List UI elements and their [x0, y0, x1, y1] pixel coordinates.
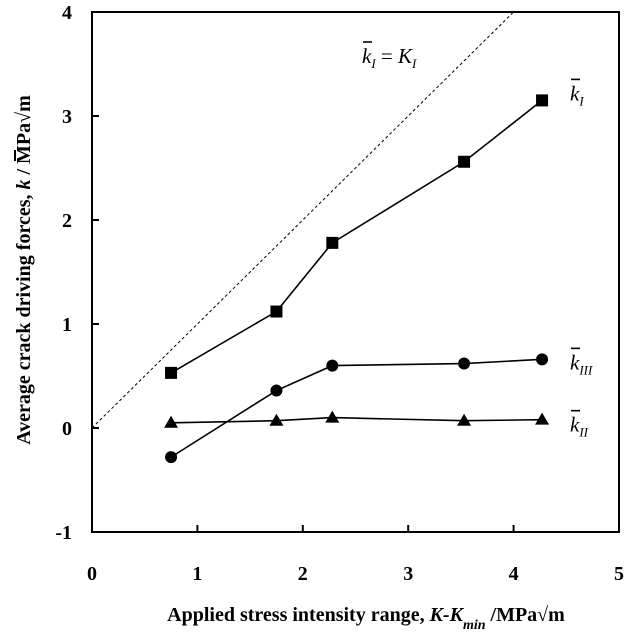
x-tick-label: 5 [614, 563, 624, 585]
data-point-k-ii [164, 415, 179, 428]
series-label-k-ii-var: k [570, 413, 580, 437]
series-line-k-ii [171, 416, 543, 424]
series-label-k-iii: kIII [570, 350, 593, 377]
x-axis-title-unit: /MPa√m [486, 604, 566, 626]
series-line-k-i [170, 99, 543, 374]
series-label-k-ii: kII [570, 413, 589, 440]
series-label-k-i: kI [570, 81, 584, 108]
plot-frame [91, 11, 620, 533]
reference-line-label-left: k [362, 44, 372, 68]
reference-line-label: kI = KI [362, 44, 417, 71]
y-axis-title: Average crack driving forces, k / MPa√m [13, 95, 35, 445]
x-axis-title-main: Applied stress intensity range, [167, 604, 429, 626]
reference-line-label-right: K [397, 44, 413, 68]
data-point-k-i [270, 305, 283, 318]
x-tick-label: 4 [509, 563, 519, 585]
x-tick-label: 3 [403, 563, 413, 585]
series-label-k-i-sub: I [578, 93, 584, 108]
data-point-k-i [326, 236, 339, 249]
y-tick-label: 3 [62, 106, 72, 128]
y-tick-label: 1 [62, 314, 72, 336]
y-axis-title-var: k [13, 180, 35, 190]
reference-line-group [92, 12, 515, 429]
data-point-k-ii [535, 412, 550, 425]
y-tick-label: 2 [62, 210, 72, 232]
series-label-k-iii-sub: III [578, 362, 593, 377]
x-tick-label: 0 [87, 563, 97, 585]
ticks-group: 0 1 2 3 4 5 -1 0 1 2 3 4 [55, 2, 624, 585]
y-tick-label: 0 [62, 418, 72, 440]
x-tick-label: 2 [298, 563, 308, 585]
x-tick-label: 1 [192, 563, 202, 585]
data-point-k-i [536, 94, 549, 107]
data-point-k-iii [458, 357, 471, 370]
reference-line-label-right-sub: I [411, 56, 417, 71]
y-axis-title-unit: / MPa√m [13, 95, 35, 180]
series-group [164, 94, 550, 464]
data-point-k-i [165, 366, 178, 379]
series-label-k-iii-var: k [570, 350, 580, 374]
series-label-k-ii-sub: II [578, 425, 588, 440]
data-point-k-ii [325, 410, 340, 423]
y-axis-title-main: Average crack driving forces, [13, 190, 35, 445]
data-point-k-iii [326, 359, 339, 372]
x-axis-title-var: K-K [429, 604, 465, 626]
series-label-k-i-var: k [570, 81, 580, 105]
y-tick-label: 4 [62, 2, 72, 24]
data-point-k-iii [536, 353, 549, 366]
data-point-k-iii [165, 451, 178, 464]
data-point-k-i [458, 155, 471, 168]
reference-line [92, 12, 515, 429]
data-point-k-ii [269, 413, 284, 426]
reference-line-label-left-sub: I [370, 56, 376, 71]
data-point-k-ii [457, 413, 472, 426]
y-tick-label: -1 [55, 522, 72, 544]
data-point-k-iii [270, 384, 283, 397]
reference-line-label-eq: = [376, 44, 398, 68]
series-line-k-iii [170, 358, 543, 458]
x-axis-title: Applied stress intensity range, K-Kmin /… [167, 604, 565, 633]
x-axis-title-sub: min [463, 618, 486, 633]
